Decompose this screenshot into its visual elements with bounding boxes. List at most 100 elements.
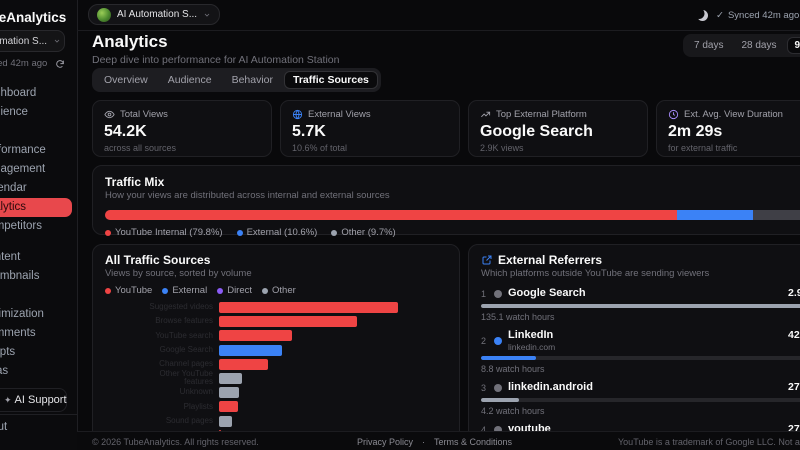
stat-card-header: Ext. Avg. View Duration (668, 109, 800, 120)
sparkle-icon: ✦ (4, 394, 12, 405)
tab-overview[interactable]: Overview (104, 74, 148, 86)
analytics-tabs: Overview Audience Behavior Traffic Sources (92, 68, 381, 92)
stat-card-external-views: External Views 5.7K 10.6% of total (280, 100, 460, 157)
all-sources-subtitle: Views by source, sorted by volume (105, 268, 252, 279)
chart-bar-other-youtube-features (219, 372, 242, 384)
referrer-rank: 3 (481, 382, 487, 393)
footer-copyright: © 2026 TubeAnalytics. All rights reserve… (92, 437, 259, 447)
sidebar-item-dashboard[interactable]: Dashboard (0, 87, 37, 99)
stat-card-total-views: Total Views 54.2K across all sources (92, 100, 272, 157)
chart-row-label-text: Unknown (179, 387, 213, 397)
legend-item-direct: Direct (217, 285, 252, 296)
legend-dot (105, 287, 111, 294)
range-button-28-days[interactable]: 28 days (741, 40, 777, 51)
chart-row-label: Unknown (105, 388, 219, 397)
range-button-7-days[interactable]: 7 days (694, 40, 724, 51)
range-button-90-days[interactable]: 90 days (786, 37, 800, 54)
chart-bar-sound-pages (219, 415, 232, 427)
external-link-icon (481, 254, 493, 266)
sidebar-item-content[interactable]: Content (0, 251, 21, 263)
sidebar-item-audience[interactable]: Audience (0, 106, 28, 118)
clock-icon (668, 109, 679, 120)
legend-label: Direct (227, 285, 253, 296)
topbar-channel-selector[interactable]: AI Automation S... (88, 4, 221, 25)
tab-traffic-sources[interactable]: Traffic Sources (284, 71, 378, 89)
chart-row-channel-pages: Channel pages (105, 358, 447, 370)
topbar: AI Automation S... ✓ Synced 42m ago (77, 0, 800, 31)
check-icon: ✓ (716, 9, 724, 21)
chart-row-label: Other YouTube features (105, 369, 219, 387)
referrer-name-block: Google Search (508, 287, 586, 300)
all-sources-title: All Traffic Sources (105, 253, 211, 267)
chevron-down-icon (203, 11, 211, 19)
referrer-item-linkedin-android[interactable]: 3 linkedin.android 27 4.2 watch hours (481, 381, 800, 416)
mix-segment-youtube-internal (105, 210, 678, 220)
traffic-mix-card: Traffic Mix How your views are distribut… (92, 165, 800, 238)
chart-bar-unknown (219, 387, 239, 399)
referrer-value: 27 (788, 423, 800, 435)
stat-value: Google Search (480, 123, 593, 140)
referrer-watch-hours: 135.1 watch hours (481, 312, 555, 322)
all-sources-legend: YouTube External Direct Other (105, 285, 447, 296)
tab-behavior[interactable]: Behavior (231, 74, 274, 86)
chart-row-label-text: YouTube search (155, 330, 213, 340)
chart-row-suggested-videos: Suggested videos (105, 302, 447, 313)
referrer-progress-fill (481, 304, 800, 308)
referrer-favicon (494, 383, 502, 392)
sidebar-item-competitors[interactable]: Competitors (0, 220, 42, 232)
footer-link-privacy-policy[interactable]: Privacy Policy (357, 437, 414, 447)
referrer-name: linkedin.android (508, 381, 593, 393)
chart-row-label: Google Search (105, 344, 219, 355)
sidebar-item-ideas[interactable]: Ideas (0, 365, 9, 377)
legend-item-youtube-internal: YouTube Internal (79.8%) (105, 227, 223, 238)
sidebar-item-scripts[interactable]: Scripts (0, 346, 16, 358)
sidebar-item-optimization[interactable]: Optimization (0, 308, 44, 320)
sidebar-channel-selector[interactable]: AI Automation S... (0, 30, 65, 52)
traffic-mix-title: Traffic Mix (105, 175, 165, 189)
external-referrers-card: External Referrers Which platforms outsi… (468, 244, 800, 450)
chart-row-browse-features: Browse features (105, 316, 447, 328)
traffic-mix-legend: YouTube Internal (79.8%) External (10.6%)… (105, 227, 800, 238)
refresh-icon[interactable] (55, 59, 65, 69)
mix-segment-other (753, 210, 800, 220)
footer-link-separator: · (422, 437, 426, 447)
logout-button[interactable]: Logout (0, 421, 8, 433)
traffic-sources-bar-chart: Suggested videos Browse features YouTube s… (105, 302, 447, 441)
footer-link-terms-conditions[interactable]: Terms & Conditions (434, 437, 513, 447)
referrer-item-linkedin[interactable]: 2 LinkedIn linkedin.com 42 8.8 watch hours (481, 329, 800, 374)
sidebar-item-thumbnails[interactable]: Thumbnails (0, 270, 40, 282)
sidebar-item-performance[interactable]: Performance (0, 144, 46, 156)
chart-row-unknown: Unknown (105, 387, 447, 399)
sidebar-item-comments[interactable]: Comments (0, 327, 36, 339)
referrer-rank: 4 (481, 424, 487, 435)
chevron-down-icon (53, 37, 61, 45)
sidebar-item-analytics[interactable]: Analytics (0, 198, 72, 217)
referrer-name-block: LinkedIn linkedin.com (508, 329, 555, 352)
sidebar-item-calendar[interactable]: Calendar (0, 182, 27, 194)
chart-row-sound-pages: Sound pages (105, 415, 447, 427)
legend-dot (217, 287, 224, 294)
stat-card-header: External Views (292, 109, 448, 120)
sidebar-item-engagement[interactable]: Engagement (0, 163, 46, 175)
tab-audience[interactable]: Audience (167, 74, 212, 86)
chart-row-label: Suggested videos (105, 303, 219, 312)
external-referrers-header: External Referrers (481, 253, 800, 267)
stat-subtext: 10.6% of total (292, 143, 348, 153)
legend-item-other: Other (9.7%) (331, 227, 396, 238)
chart-row-label: YouTube search (105, 330, 219, 341)
ai-support-button[interactable]: ✦ AI Support (0, 388, 67, 412)
chart-row-label-text: Google Search (159, 344, 213, 354)
referrer-item-google-search[interactable]: 1 Google Search 2.9K 135.1 watch hours (481, 287, 800, 322)
chart-row-playlists: Playlists (105, 401, 447, 413)
referrer-favicon (494, 336, 502, 345)
chart-bar-youtube-search (219, 330, 292, 342)
sidebar-sync-text: Synced 42m ago (0, 58, 48, 69)
chart-row-label: Channel pages (105, 359, 219, 369)
chart-bar-google-search (219, 344, 282, 356)
theme-toggle-moon-icon[interactable] (697, 10, 708, 21)
legend-item-other: Other (262, 285, 296, 296)
channel-selector-label: AI Automation S... (0, 35, 48, 47)
external-referrers-subtitle: Which platforms outside YouTube are send… (481, 268, 710, 279)
bottom-panels-row: All Traffic Sources Views by source, sor… (92, 244, 800, 450)
